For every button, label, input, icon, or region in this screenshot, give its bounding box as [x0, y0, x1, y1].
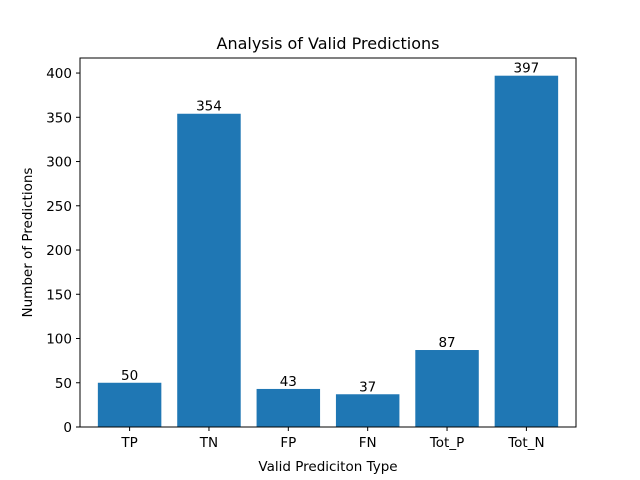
x-tick-label: FP	[280, 435, 296, 451]
bar-tn	[177, 113, 241, 427]
bar-fp	[256, 388, 321, 427]
x-axis-label: Valid Prediciton Type	[258, 459, 397, 475]
data-labels-group: 50 354 43 37 87 397	[121, 61, 539, 396]
y-tick-label: 350	[46, 110, 72, 126]
y-tick-label: 100	[46, 332, 72, 348]
y-tick-label: 250	[46, 199, 72, 215]
y-tick-label: 0	[63, 420, 72, 436]
x-tick-label: Tot_N	[507, 435, 544, 451]
y-tick-label: 50	[55, 376, 72, 392]
y-axis-ticks: 0 50 100 150 200 250 300 350 400	[46, 66, 80, 436]
plot-area-frame	[79, 57, 577, 428]
chart-title: Analysis of Valid Predictions	[217, 34, 440, 53]
data-label: 354	[196, 99, 222, 115]
bars-group	[97, 75, 559, 427]
data-label: 43	[280, 374, 297, 390]
x-tick-label: TP	[120, 435, 137, 451]
y-tick-label: 400	[46, 66, 72, 82]
bar-tot-p	[415, 350, 479, 427]
bar-tot-n	[494, 75, 559, 427]
y-tick-label: 200	[46, 243, 72, 259]
bar-tp	[97, 382, 162, 427]
data-label: 397	[514, 61, 540, 77]
data-label: 50	[121, 368, 138, 384]
x-tick-label: FN	[359, 435, 377, 451]
data-label: 37	[359, 379, 376, 395]
y-tick-label: 150	[46, 287, 72, 303]
x-tick-label: Tot_P	[429, 435, 464, 451]
data-label: 87	[438, 335, 455, 351]
y-axis-label: Number of Predictions	[20, 168, 36, 318]
x-axis-ticks: TP TN FP FN Tot_P Tot_N	[120, 427, 545, 451]
y-tick-label: 300	[46, 155, 72, 171]
x-tick-label: TN	[199, 435, 218, 451]
bar-fn	[335, 394, 400, 427]
